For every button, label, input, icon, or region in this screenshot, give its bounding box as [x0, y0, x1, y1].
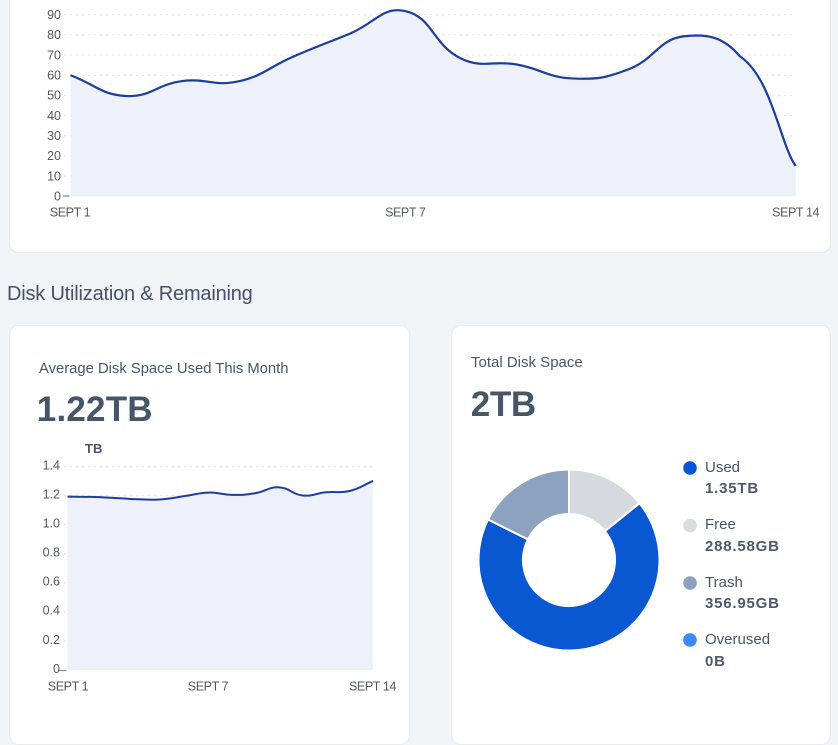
- svg-text:50: 50: [47, 89, 61, 103]
- svg-text:SEPT 7: SEPT 7: [385, 206, 426, 220]
- svg-text:SEPT 7: SEPT 7: [188, 680, 229, 694]
- svg-text:0: 0: [54, 190, 61, 204]
- svg-text:1.4: 1.4: [43, 459, 60, 473]
- svg-text:SEPT 1: SEPT 1: [48, 680, 89, 694]
- svg-text:1.2: 1.2: [43, 488, 60, 502]
- svg-text:SEPT 14: SEPT 14: [772, 206, 819, 220]
- svg-text:0.8: 0.8: [43, 546, 60, 560]
- svg-text:30: 30: [47, 129, 61, 143]
- svg-text:10: 10: [47, 169, 61, 183]
- svg-text:1.0: 1.0: [43, 517, 60, 531]
- svg-text:90: 90: [47, 8, 61, 22]
- svg-text:70: 70: [47, 48, 61, 62]
- svg-text:40: 40: [47, 109, 61, 123]
- svg-text:20: 20: [47, 149, 61, 163]
- svg-text:80: 80: [47, 28, 61, 42]
- svg-text:0.6: 0.6: [43, 575, 60, 589]
- svg-text:SEPT 1: SEPT 1: [50, 206, 91, 220]
- svg-text:60: 60: [47, 69, 61, 83]
- svg-text:0: 0: [53, 662, 60, 676]
- svg-text:0.4: 0.4: [43, 604, 60, 618]
- svg-text:0.2: 0.2: [43, 633, 60, 647]
- svg-text:SEPT 14: SEPT 14: [349, 680, 396, 694]
